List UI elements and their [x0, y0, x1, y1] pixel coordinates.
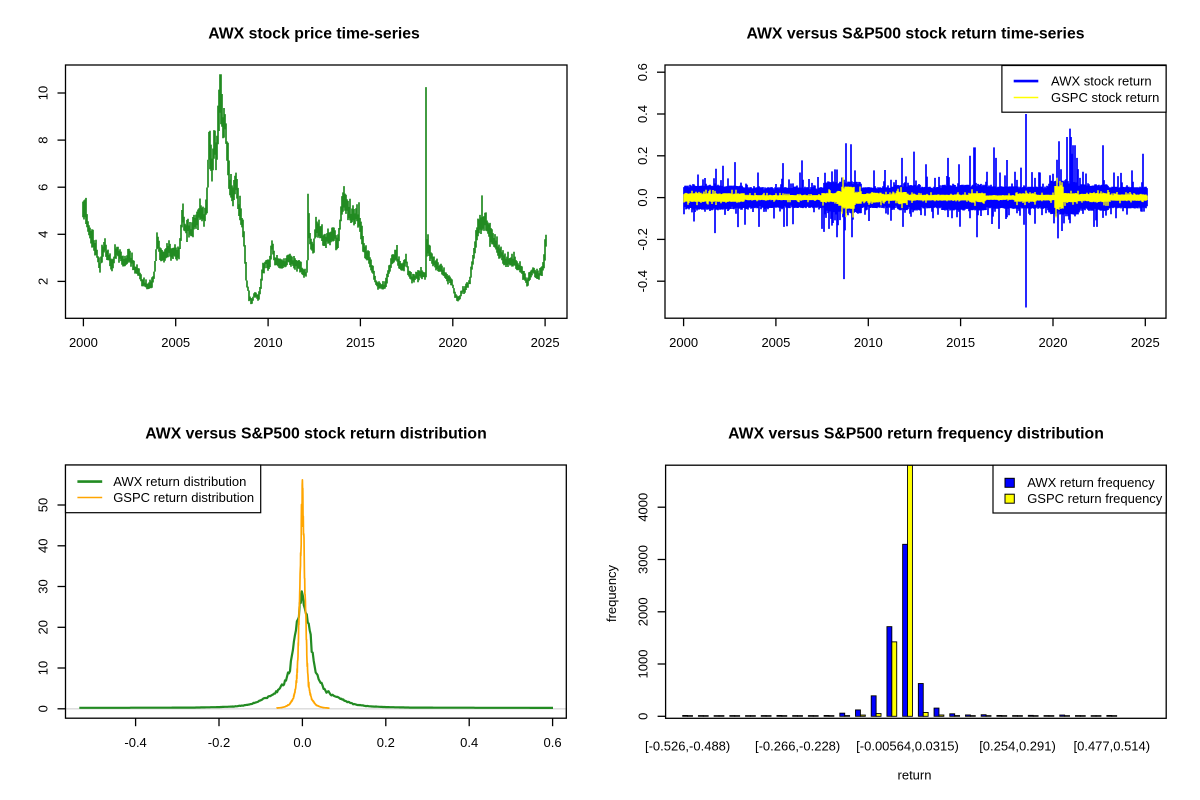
svg-text:[-0.266,-0.228): [-0.266,-0.228) — [755, 738, 840, 753]
svg-text:6: 6 — [36, 184, 51, 191]
svg-text:AWX stock price time-series: AWX stock price time-series — [208, 26, 420, 43]
svg-text:20: 20 — [36, 620, 51, 634]
svg-text:-0.2: -0.2 — [635, 228, 650, 250]
svg-text:frequency: frequency — [604, 564, 619, 622]
svg-text:-0.4: -0.4 — [635, 270, 650, 292]
svg-text:AWX return distribution: AWX return distribution — [113, 474, 246, 489]
svg-text:2: 2 — [36, 278, 51, 285]
svg-text:GSPC stock return: GSPC stock return — [1051, 90, 1159, 105]
svg-text:0: 0 — [36, 705, 51, 712]
svg-text:AWX versus S&P500 stock return: AWX versus S&P500 stock return distribut… — [145, 426, 486, 443]
svg-text:AWX versus S&P500 stock return: AWX versus S&P500 stock return time-seri… — [746, 26, 1084, 43]
svg-text:0.4: 0.4 — [460, 735, 478, 750]
svg-text:[-0.00564,0.0315): [-0.00564,0.0315) — [856, 738, 959, 753]
svg-text:0: 0 — [636, 713, 651, 720]
svg-text:AWX stock return: AWX stock return — [1051, 73, 1152, 88]
svg-text:2020: 2020 — [438, 335, 467, 350]
svg-text:0.0: 0.0 — [293, 735, 311, 750]
svg-text:1000: 1000 — [636, 650, 651, 679]
svg-text:[0.477,0.514): [0.477,0.514) — [1073, 738, 1150, 753]
svg-text:2000: 2000 — [669, 335, 698, 350]
svg-text:2005: 2005 — [761, 335, 790, 350]
svg-text:GSPC return distribution: GSPC return distribution — [113, 490, 254, 505]
svg-text:[0.254,0.291): [0.254,0.291) — [979, 738, 1056, 753]
svg-text:2010: 2010 — [854, 335, 883, 350]
svg-text:2005: 2005 — [161, 335, 190, 350]
svg-text:2010: 2010 — [254, 335, 283, 350]
svg-text:return: return — [898, 767, 932, 782]
svg-text:0.0: 0.0 — [635, 189, 650, 207]
svg-text:2025: 2025 — [1131, 335, 1160, 350]
svg-text:0.2: 0.2 — [377, 735, 395, 750]
svg-text:2000: 2000 — [636, 597, 651, 626]
svg-text:4000: 4000 — [636, 493, 651, 522]
svg-text:0.6: 0.6 — [544, 735, 562, 750]
svg-text:2000: 2000 — [69, 335, 98, 350]
svg-text:AWX return frequency: AWX return frequency — [1027, 475, 1155, 490]
svg-text:2020: 2020 — [1039, 335, 1068, 350]
svg-text:10: 10 — [36, 86, 51, 100]
svg-text:2015: 2015 — [346, 335, 375, 350]
svg-text:40: 40 — [36, 539, 51, 553]
svg-text:GSPC return frequency: GSPC return frequency — [1027, 491, 1163, 506]
svg-text:30: 30 — [36, 579, 51, 593]
svg-text:10: 10 — [36, 661, 51, 675]
svg-text:0.4: 0.4 — [635, 105, 650, 123]
svg-text:4: 4 — [36, 231, 51, 238]
svg-text:0.2: 0.2 — [635, 147, 650, 165]
svg-text:-0.4: -0.4 — [124, 735, 146, 750]
svg-text:0.6: 0.6 — [635, 63, 650, 81]
svg-text:3000: 3000 — [636, 545, 651, 574]
svg-text:-0.2: -0.2 — [208, 735, 230, 750]
svg-text:2015: 2015 — [946, 335, 975, 350]
svg-text:50: 50 — [36, 498, 51, 512]
svg-text:AWX versus S&P500 return frequ: AWX versus S&P500 return frequency distr… — [728, 426, 1104, 443]
svg-text:2025: 2025 — [531, 335, 560, 350]
svg-text:[-0.526,-0.488): [-0.526,-0.488) — [645, 738, 730, 753]
svg-text:8: 8 — [36, 136, 51, 143]
